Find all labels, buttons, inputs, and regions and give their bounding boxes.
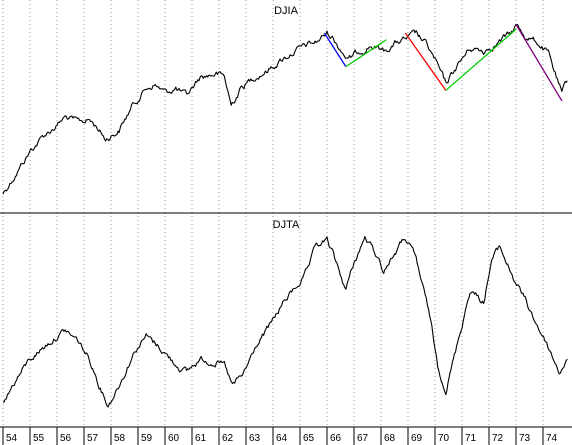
djta-series-line [2,235,568,408]
x-tick-label-61: 61 [195,433,207,444]
trendline-2 [345,39,387,68]
x-tick-label-69: 69 [411,433,423,444]
x-tick-label-63: 63 [249,433,261,444]
x-tick-label-65: 65 [303,433,315,444]
djia-title: DJIA [274,5,299,17]
x-tick-label-70: 70 [438,433,450,444]
trendline-1 [323,32,347,67]
x-tick-label-60: 60 [168,433,180,444]
x-tick-label-57: 57 [87,433,99,444]
djia-series-line [2,23,568,195]
x-tick-label-59: 59 [141,433,153,444]
x-tick-label-66: 66 [330,433,342,444]
x-axis: 54 55 56 57 58 59 60 61 62 63 64 65 66 67 68 69 70 71 72 73… [2,427,558,445]
x-tick-label-68: 68 [384,433,396,444]
trendline-5 [515,24,563,102]
djta-panel: DJTA [2,219,568,408]
x-tick-label-58: 58 [114,433,126,444]
x-tick-label-62: 62 [222,433,234,444]
trendline-4 [445,28,517,91]
x-tick-label-64: 64 [276,433,288,444]
x-tick-label-56: 56 [60,433,72,444]
trendline-3 [404,32,447,91]
x-tick-label-54: 54 [6,433,18,444]
djia-panel: DJIA [2,5,568,195]
x-tick-label-72: 72 [492,433,504,444]
x-tick-label-71: 71 [465,433,477,444]
x-tick-label-73: 73 [519,433,531,444]
x-tick-label-67: 67 [357,433,369,444]
djta-title: DJTA [273,219,300,231]
x-tick-label-55: 55 [33,433,45,444]
x-tick-label-74: 74 [546,433,558,444]
